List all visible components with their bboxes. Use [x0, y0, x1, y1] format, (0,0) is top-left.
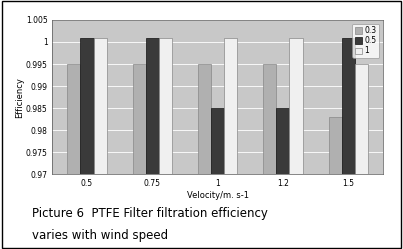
Bar: [146, 38, 159, 249]
Bar: [289, 38, 303, 249]
Bar: [342, 38, 355, 249]
Legend: 0.3, 0.5, 1: 0.3, 0.5, 1: [352, 24, 379, 58]
X-axis label: Velocity/m. s-1: Velocity/m. s-1: [187, 191, 249, 200]
Bar: [67, 64, 81, 249]
Bar: [133, 64, 146, 249]
Bar: [198, 64, 211, 249]
Y-axis label: Efficiency: Efficiency: [15, 77, 24, 118]
Bar: [81, 38, 93, 249]
Bar: [328, 117, 342, 249]
Text: Picture 6  PTFE Filter filtration efficiency: Picture 6 PTFE Filter filtration efficie…: [32, 207, 268, 220]
Text: varies with wind speed: varies with wind speed: [32, 229, 168, 242]
Bar: [159, 38, 172, 249]
Bar: [276, 108, 289, 249]
Bar: [93, 38, 107, 249]
Bar: [211, 108, 224, 249]
Bar: [355, 64, 368, 249]
Bar: [263, 64, 276, 249]
Bar: [224, 38, 237, 249]
